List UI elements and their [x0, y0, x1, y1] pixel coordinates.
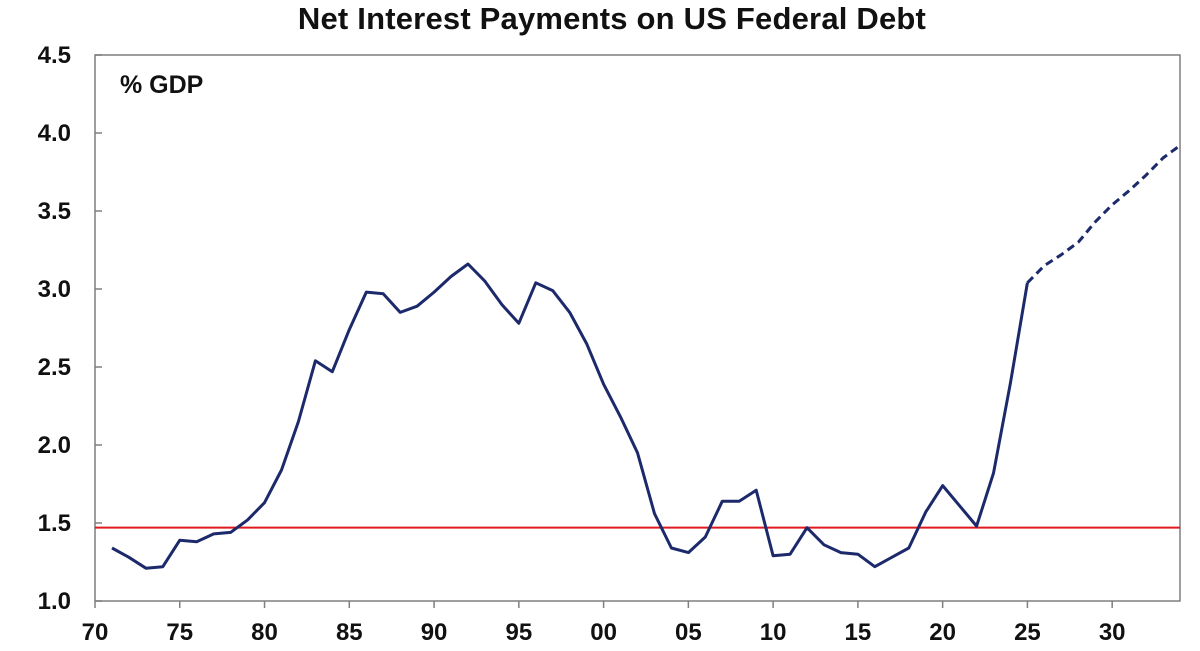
x-tick-label: 10: [760, 619, 787, 646]
y-tick-label: 2.5: [38, 354, 71, 381]
y-tick-label: 1.0: [38, 588, 71, 615]
historical-series-line: [111, 262, 1029, 570]
y-tick-label: 1.5: [38, 510, 71, 537]
x-tick-label: 85: [336, 619, 363, 646]
plot-area-border: [94, 54, 1181, 602]
x-tick-label: 25: [1014, 619, 1041, 646]
x-tick-label: 80: [251, 619, 278, 646]
y-axis-ticks: 1.0 1.5 2.0 2.5 3.0 3.5 4.0 4.5: [38, 42, 102, 615]
x-tick-label: 75: [166, 619, 193, 646]
chart-title: Net Interest Payments on US Federal Debt: [297, 1, 927, 36]
x-tick-label: 70: [82, 619, 109, 646]
x-tick-label: 95: [505, 619, 532, 646]
x-tick-label: 00: [590, 619, 617, 646]
y-tick-label: 3.0: [38, 276, 71, 303]
x-axis-ticks: 70 75 80 85 90 95 00 05 10 15 20 25 30: [82, 601, 1126, 646]
y-tick-label: 4.5: [38, 42, 71, 69]
y-tick-label: 4.0: [38, 120, 71, 147]
y-tick-label: 3.5: [38, 198, 71, 225]
x-tick-label: 20: [929, 619, 956, 646]
unit-label: % GDP: [120, 71, 203, 99]
x-tick-label: 15: [845, 619, 872, 646]
x-tick-label: 30: [1099, 619, 1126, 646]
y-tick-label: 2.0: [38, 432, 71, 459]
series-group: [111, 144, 1181, 570]
x-tick-label: 90: [421, 619, 448, 646]
x-tick-label: 05: [675, 619, 702, 646]
forecast-series-line: [1026, 144, 1181, 284]
